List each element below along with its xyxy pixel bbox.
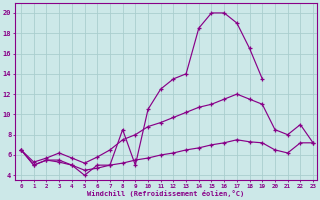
X-axis label: Windchill (Refroidissement éolien,°C): Windchill (Refroidissement éolien,°C) xyxy=(87,190,244,197)
